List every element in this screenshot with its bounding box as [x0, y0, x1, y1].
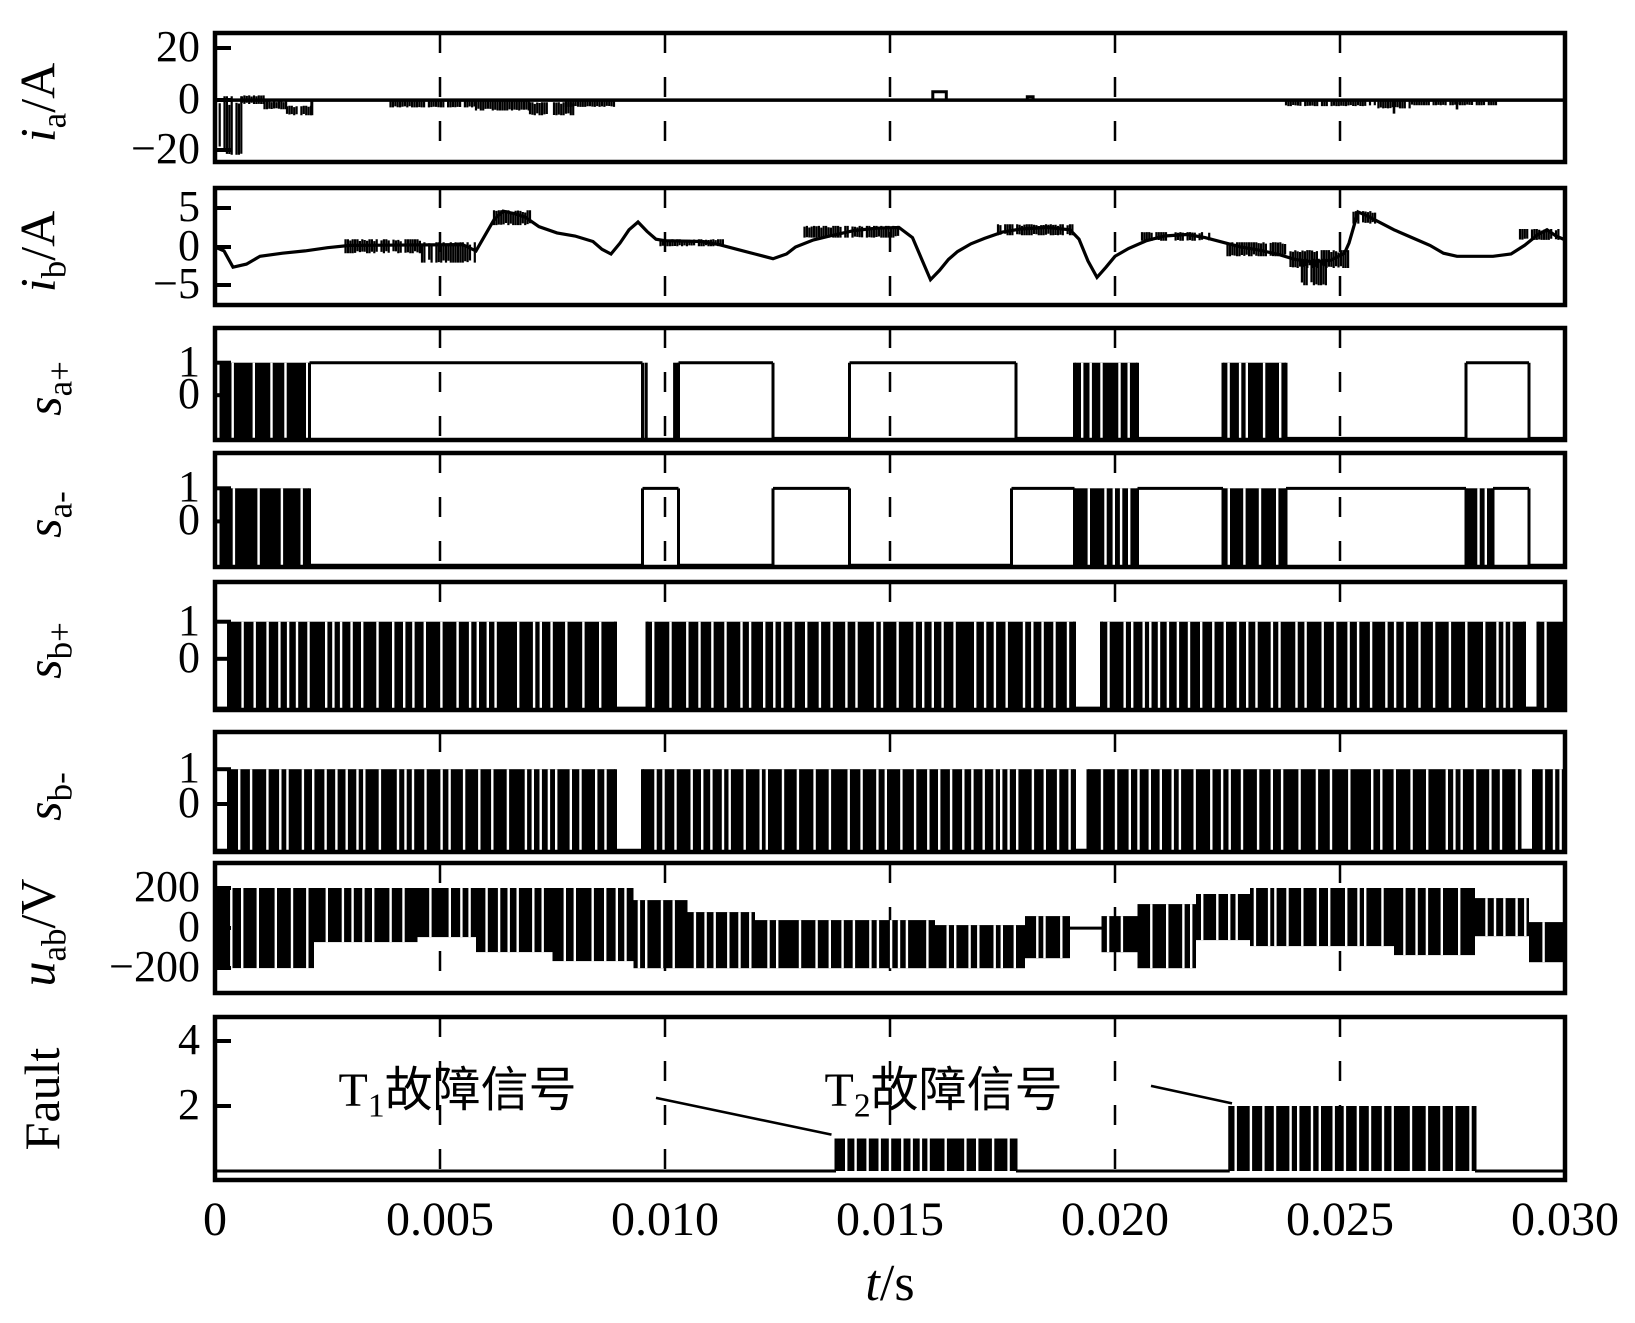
ytick-uab-0: 200 — [134, 861, 200, 911]
ytick-sbp-0: 1 — [178, 595, 200, 645]
xtick-1: 0.005 — [386, 1193, 494, 1246]
ytick-fault-0: 4 — [178, 1014, 200, 1064]
ytick-ia-0: 20 — [156, 21, 200, 71]
ytick-sap-0: 1 — [178, 336, 200, 386]
x-axis-label-symbol: t — [865, 1255, 880, 1312]
ytick-ib-2: −5 — [153, 258, 200, 308]
ytick-sbm-1: 0 — [178, 778, 200, 827]
xtick-0: 0 — [203, 1193, 227, 1246]
ytick-sam-0: 1 — [178, 462, 200, 512]
annotation-t2: T2故障信号 — [824, 1063, 1063, 1125]
xtick-5: 0.025 — [1286, 1193, 1394, 1246]
xtick-2: 0.010 — [611, 1193, 719, 1246]
ytick-uab-1: 0 — [178, 902, 200, 951]
ytick-sam-1: 0 — [178, 495, 200, 545]
ytick-ia-1: 0 — [178, 73, 200, 123]
ytick-uab-2: −200 — [109, 942, 200, 992]
ytick-fault-1: 2 — [178, 1079, 200, 1129]
x-axis-label: t/s — [790, 1258, 990, 1310]
ytick-sap-1: 0 — [178, 369, 200, 419]
xtick-6: 0.030 — [1511, 1193, 1619, 1246]
ytick-ib-0: 5 — [178, 182, 200, 231]
xtick-3: 0.015 — [836, 1193, 944, 1246]
annotation-t1: T1故障信号 — [338, 1063, 577, 1125]
ytick-sbp-1: 0 — [178, 632, 200, 682]
x-axis-label-unit: /s — [879, 1255, 915, 1312]
xtick-4: 0.020 — [1061, 1193, 1169, 1246]
ytick-ia-2: −20 — [131, 124, 200, 173]
ytick-sbm-0: 1 — [178, 743, 200, 793]
ylabel-fault: Fault — [14, 1047, 70, 1150]
ytick-ib-1: 0 — [178, 220, 200, 270]
